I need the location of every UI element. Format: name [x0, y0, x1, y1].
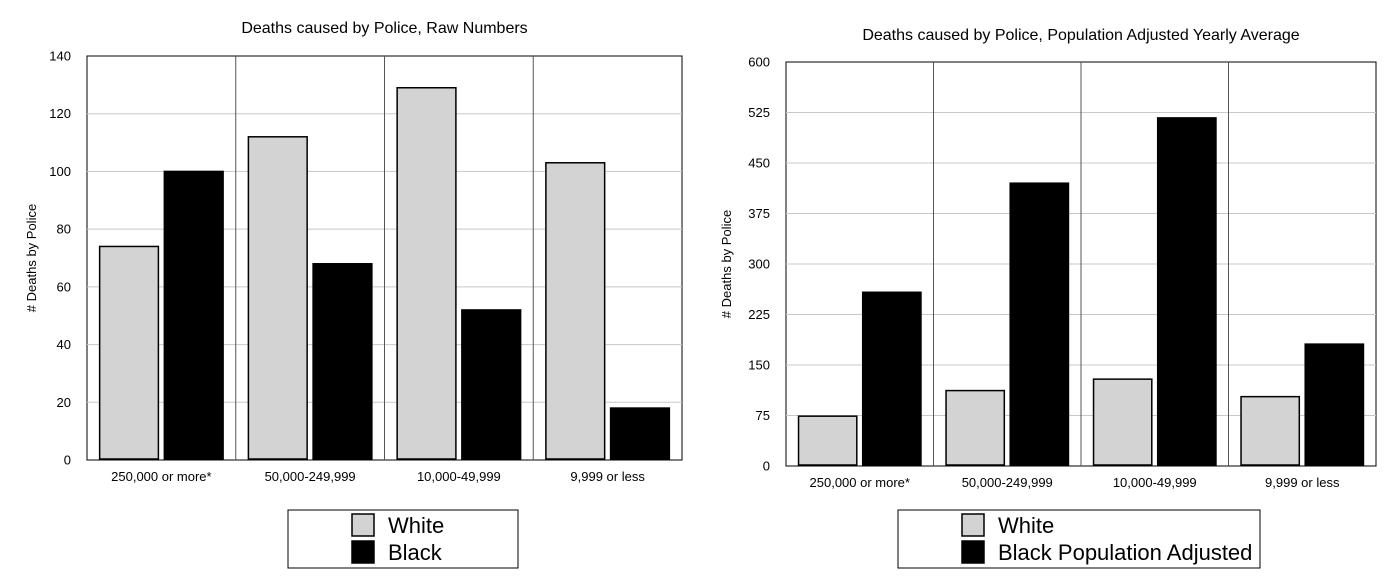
category-label: 250,000 or more*	[810, 475, 910, 490]
bar-white-3	[396, 86, 457, 460]
y-tick-label: 140	[49, 49, 71, 64]
category-label: 10,000-49,999	[417, 469, 501, 484]
y-tick-label: 450	[748, 156, 770, 171]
bar-white-1	[98, 245, 160, 460]
y-tick-label: 60	[57, 279, 71, 294]
y-axis-label: # Deaths by Police	[719, 210, 734, 318]
y-tick-label: 150	[748, 358, 770, 373]
category-label: 9,999 or less	[1265, 475, 1340, 490]
legend-label: Black	[388, 540, 443, 565]
bar-black-4	[609, 407, 671, 460]
legend-swatch	[961, 513, 985, 537]
bar-black-2	[312, 263, 373, 460]
bar-white-2	[247, 136, 308, 460]
y-tick-label: 75	[756, 408, 770, 423]
bar-black-1	[163, 170, 224, 460]
y-tick-label: 80	[57, 222, 71, 237]
y-tick-label: 40	[57, 337, 71, 352]
bar-black-population-adjusted-2	[1009, 182, 1070, 466]
legend-box	[287, 509, 519, 569]
y-tick-label: 0	[763, 459, 770, 474]
bar-white-2	[945, 389, 1006, 466]
bar-white-4	[1240, 395, 1301, 466]
y-tick-label: 0	[64, 453, 71, 468]
y-tick-label: 600	[748, 55, 770, 70]
legend-label: White	[388, 513, 444, 538]
bar-black-population-adjusted-1	[861, 291, 922, 466]
category-label: 10,000-49,999	[1113, 475, 1197, 490]
y-tick-label: 120	[49, 106, 71, 121]
chart-2: Deaths caused by Police, Population Adju…	[719, 27, 1377, 569]
legend-swatch	[961, 540, 985, 564]
bar-black-population-adjusted-4	[1304, 343, 1365, 466]
legend-label: Black Population Adjusted	[998, 540, 1252, 565]
chart-1: Deaths caused by Police, Raw Numbers 0 20 4…	[24, 20, 683, 569]
y-tick-label: 300	[748, 257, 770, 272]
chart-title: Deaths caused by Police, Raw Numbers	[241, 20, 527, 37]
category-label: 50,000-249,999	[265, 469, 356, 484]
legend-label: White	[998, 513, 1054, 538]
y-tick-label: 225	[748, 307, 770, 322]
bar-black-3	[461, 309, 522, 460]
bar-white-3	[1092, 378, 1153, 466]
bar-black-population-adjusted-3	[1156, 117, 1217, 466]
legend-swatch	[351, 540, 375, 564]
category-label: 9,999 or less	[570, 469, 645, 484]
bar-white-4	[545, 162, 606, 460]
legend-swatch	[351, 513, 375, 537]
chart-title: Deaths caused by Police, Population Adju…	[862, 27, 1299, 44]
category-label: 250,000 or more*	[111, 469, 211, 484]
y-tick-label: 20	[57, 395, 71, 410]
y-tick-label: 100	[49, 164, 71, 179]
y-tick-label: 375	[748, 206, 770, 221]
y-axis-label: # Deaths by Police	[24, 204, 39, 312]
legend-box	[897, 509, 1261, 569]
category-label: 50,000-249,999	[962, 475, 1053, 490]
bar-white-1	[797, 415, 858, 466]
y-tick-label: 525	[748, 105, 770, 120]
